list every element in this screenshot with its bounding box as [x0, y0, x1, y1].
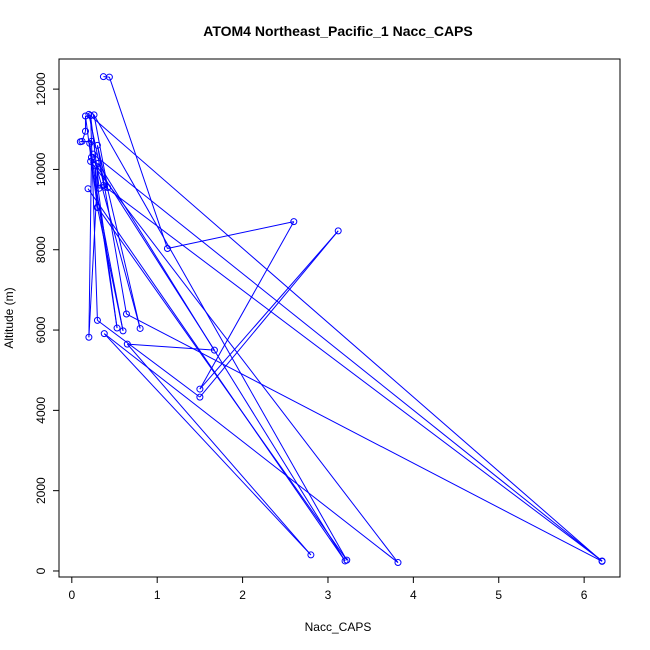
y-tick-label: 8000 [34, 236, 48, 263]
y-tick-label: 4000 [34, 397, 48, 424]
data-point [334, 227, 342, 235]
series-segment [93, 114, 348, 561]
data-point [87, 137, 95, 145]
series-segment [167, 221, 294, 250]
data-point [84, 185, 92, 193]
y-tick-label: 0 [34, 567, 48, 574]
series-segment [97, 320, 201, 398]
data-point [91, 161, 99, 169]
x-tick-label: 5 [495, 588, 502, 602]
y-tick-label: 6000 [34, 316, 48, 343]
data-point [81, 127, 89, 135]
data-point [76, 138, 84, 146]
series-segment [103, 333, 399, 563]
series-segment [126, 313, 603, 562]
data-point [210, 346, 218, 354]
data-point [394, 559, 402, 567]
x-axis: 0 1 2 3 4 5 6 [68, 576, 588, 602]
x-tick-label: 1 [154, 588, 161, 602]
y-tick-label: 10000 [34, 152, 48, 186]
data-point [93, 204, 101, 212]
x-tick-label: 4 [410, 588, 417, 602]
x-tick-label: 3 [325, 588, 332, 602]
data-point [598, 557, 606, 565]
data-point [99, 181, 107, 189]
series-segment [89, 140, 92, 144]
x-tick-label: 6 [581, 588, 588, 602]
series-points [76, 73, 606, 567]
data-point [85, 333, 93, 341]
data-point [94, 159, 102, 167]
data-point [196, 393, 204, 401]
y-axis-label: Altitude (m) [2, 287, 16, 348]
data-point [90, 111, 98, 119]
data-point [86, 139, 94, 147]
data-point [85, 110, 93, 118]
data-point [104, 183, 112, 191]
y-tick-label: 2000 [34, 477, 48, 504]
data-point [93, 316, 101, 324]
series-segment [126, 343, 312, 556]
data-point [307, 551, 315, 559]
data-point [93, 141, 101, 149]
series-segment [97, 163, 346, 562]
series-segment [103, 333, 312, 556]
x-axis-label: Nacc_CAPS [305, 620, 372, 634]
data-point [341, 557, 349, 565]
data-point [81, 112, 89, 120]
series-segment [103, 185, 603, 562]
series-segment [88, 163, 99, 338]
data-point [87, 153, 95, 161]
data-point [196, 385, 204, 393]
chart-title: ATOM4 Northeast_Pacific_1 Nacc_CAPS [203, 23, 472, 39]
series-segment [88, 114, 603, 562]
x-tick-label: 2 [239, 588, 246, 602]
data-point [113, 324, 121, 332]
series-segment [127, 343, 215, 351]
y-axis: 0 2000 4000 6000 8000 10000 12000 [34, 72, 60, 574]
data-point [105, 73, 113, 81]
data-point [290, 218, 298, 226]
series-segment [90, 115, 98, 321]
data-point [163, 245, 171, 253]
series-segment [88, 114, 105, 188]
x-tick-label: 0 [68, 588, 75, 602]
data-point [136, 324, 144, 332]
series-segment [90, 161, 399, 563]
series-segment [108, 76, 168, 249]
data-point [87, 112, 95, 120]
data-point [123, 340, 131, 348]
data-point [119, 327, 127, 335]
y-tick-label: 12000 [34, 72, 48, 106]
data-point [122, 310, 130, 318]
series-segment [199, 230, 339, 398]
series-line [80, 76, 603, 563]
data-point [100, 330, 108, 338]
series-segment [92, 153, 603, 562]
series-segment [87, 188, 346, 562]
data-point [87, 157, 95, 165]
series-segment [199, 221, 295, 390]
